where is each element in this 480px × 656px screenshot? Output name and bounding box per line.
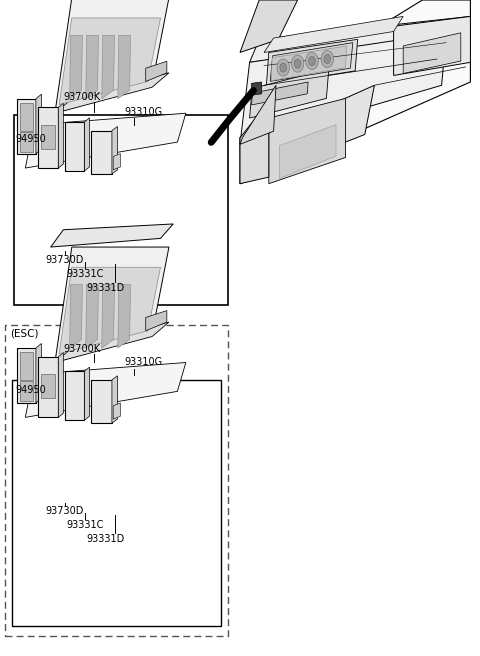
- Polygon shape: [250, 16, 470, 62]
- Polygon shape: [240, 33, 446, 144]
- Polygon shape: [65, 122, 84, 171]
- Circle shape: [324, 54, 331, 64]
- Text: 93331D: 93331D: [86, 283, 125, 293]
- Polygon shape: [240, 0, 470, 184]
- Polygon shape: [266, 39, 358, 85]
- Text: 94950: 94950: [15, 385, 46, 395]
- Polygon shape: [70, 285, 83, 348]
- Polygon shape: [252, 82, 262, 95]
- Polygon shape: [250, 69, 329, 118]
- Circle shape: [321, 51, 334, 68]
- Polygon shape: [38, 108, 58, 168]
- Polygon shape: [394, 16, 470, 75]
- Polygon shape: [55, 322, 169, 363]
- Polygon shape: [17, 99, 36, 154]
- Polygon shape: [91, 380, 112, 423]
- Polygon shape: [25, 363, 186, 417]
- Polygon shape: [240, 85, 374, 184]
- Polygon shape: [112, 376, 118, 423]
- Polygon shape: [403, 33, 461, 73]
- Polygon shape: [84, 118, 90, 171]
- Polygon shape: [55, 0, 169, 113]
- Polygon shape: [70, 35, 83, 99]
- Polygon shape: [279, 125, 336, 178]
- Polygon shape: [20, 103, 33, 131]
- Text: 94950: 94950: [15, 134, 46, 144]
- Bar: [14, 115, 228, 305]
- Circle shape: [306, 52, 318, 70]
- Polygon shape: [113, 154, 120, 170]
- Circle shape: [294, 59, 301, 68]
- Text: 93331D: 93331D: [86, 534, 125, 544]
- Polygon shape: [113, 403, 120, 419]
- Polygon shape: [65, 371, 84, 420]
- Text: 93310G: 93310G: [125, 107, 163, 117]
- Circle shape: [309, 56, 315, 66]
- Polygon shape: [59, 18, 160, 104]
- Text: (ESC): (ESC): [11, 328, 39, 338]
- Polygon shape: [240, 85, 276, 144]
- Circle shape: [277, 59, 289, 76]
- Polygon shape: [269, 98, 346, 184]
- Polygon shape: [41, 374, 55, 398]
- Polygon shape: [38, 357, 58, 417]
- Bar: [5, 325, 228, 636]
- Polygon shape: [58, 104, 63, 168]
- Circle shape: [280, 63, 287, 72]
- Polygon shape: [20, 132, 33, 152]
- Polygon shape: [51, 224, 173, 247]
- Polygon shape: [146, 61, 167, 81]
- Polygon shape: [20, 352, 33, 380]
- Polygon shape: [112, 127, 118, 174]
- Polygon shape: [59, 267, 160, 354]
- Polygon shape: [84, 367, 90, 420]
- Polygon shape: [55, 73, 169, 113]
- Text: 93331C: 93331C: [66, 269, 104, 279]
- Polygon shape: [86, 35, 98, 99]
- Text: 93700K: 93700K: [63, 344, 100, 354]
- Text: 93331C: 93331C: [66, 520, 104, 530]
- Polygon shape: [240, 102, 269, 184]
- Polygon shape: [20, 381, 33, 401]
- Polygon shape: [55, 247, 169, 363]
- Polygon shape: [146, 310, 167, 331]
- Polygon shape: [36, 94, 41, 154]
- Polygon shape: [91, 131, 112, 174]
- Text: 93700K: 93700K: [63, 92, 100, 102]
- Polygon shape: [240, 0, 298, 52]
- Polygon shape: [41, 125, 55, 149]
- Polygon shape: [25, 113, 186, 168]
- Polygon shape: [271, 46, 347, 81]
- Text: 93730D: 93730D: [46, 255, 84, 264]
- Polygon shape: [36, 344, 41, 403]
- Polygon shape: [118, 35, 131, 99]
- Polygon shape: [58, 353, 63, 417]
- Polygon shape: [264, 16, 403, 52]
- Polygon shape: [252, 82, 308, 105]
- Circle shape: [291, 55, 304, 72]
- Polygon shape: [118, 285, 131, 348]
- Polygon shape: [102, 35, 114, 99]
- Polygon shape: [102, 285, 114, 348]
- Text: 93730D: 93730D: [46, 506, 84, 516]
- Bar: [12, 380, 221, 626]
- Polygon shape: [17, 348, 36, 403]
- Polygon shape: [86, 285, 98, 348]
- Text: 93310G: 93310G: [125, 358, 163, 367]
- Polygon shape: [270, 43, 353, 81]
